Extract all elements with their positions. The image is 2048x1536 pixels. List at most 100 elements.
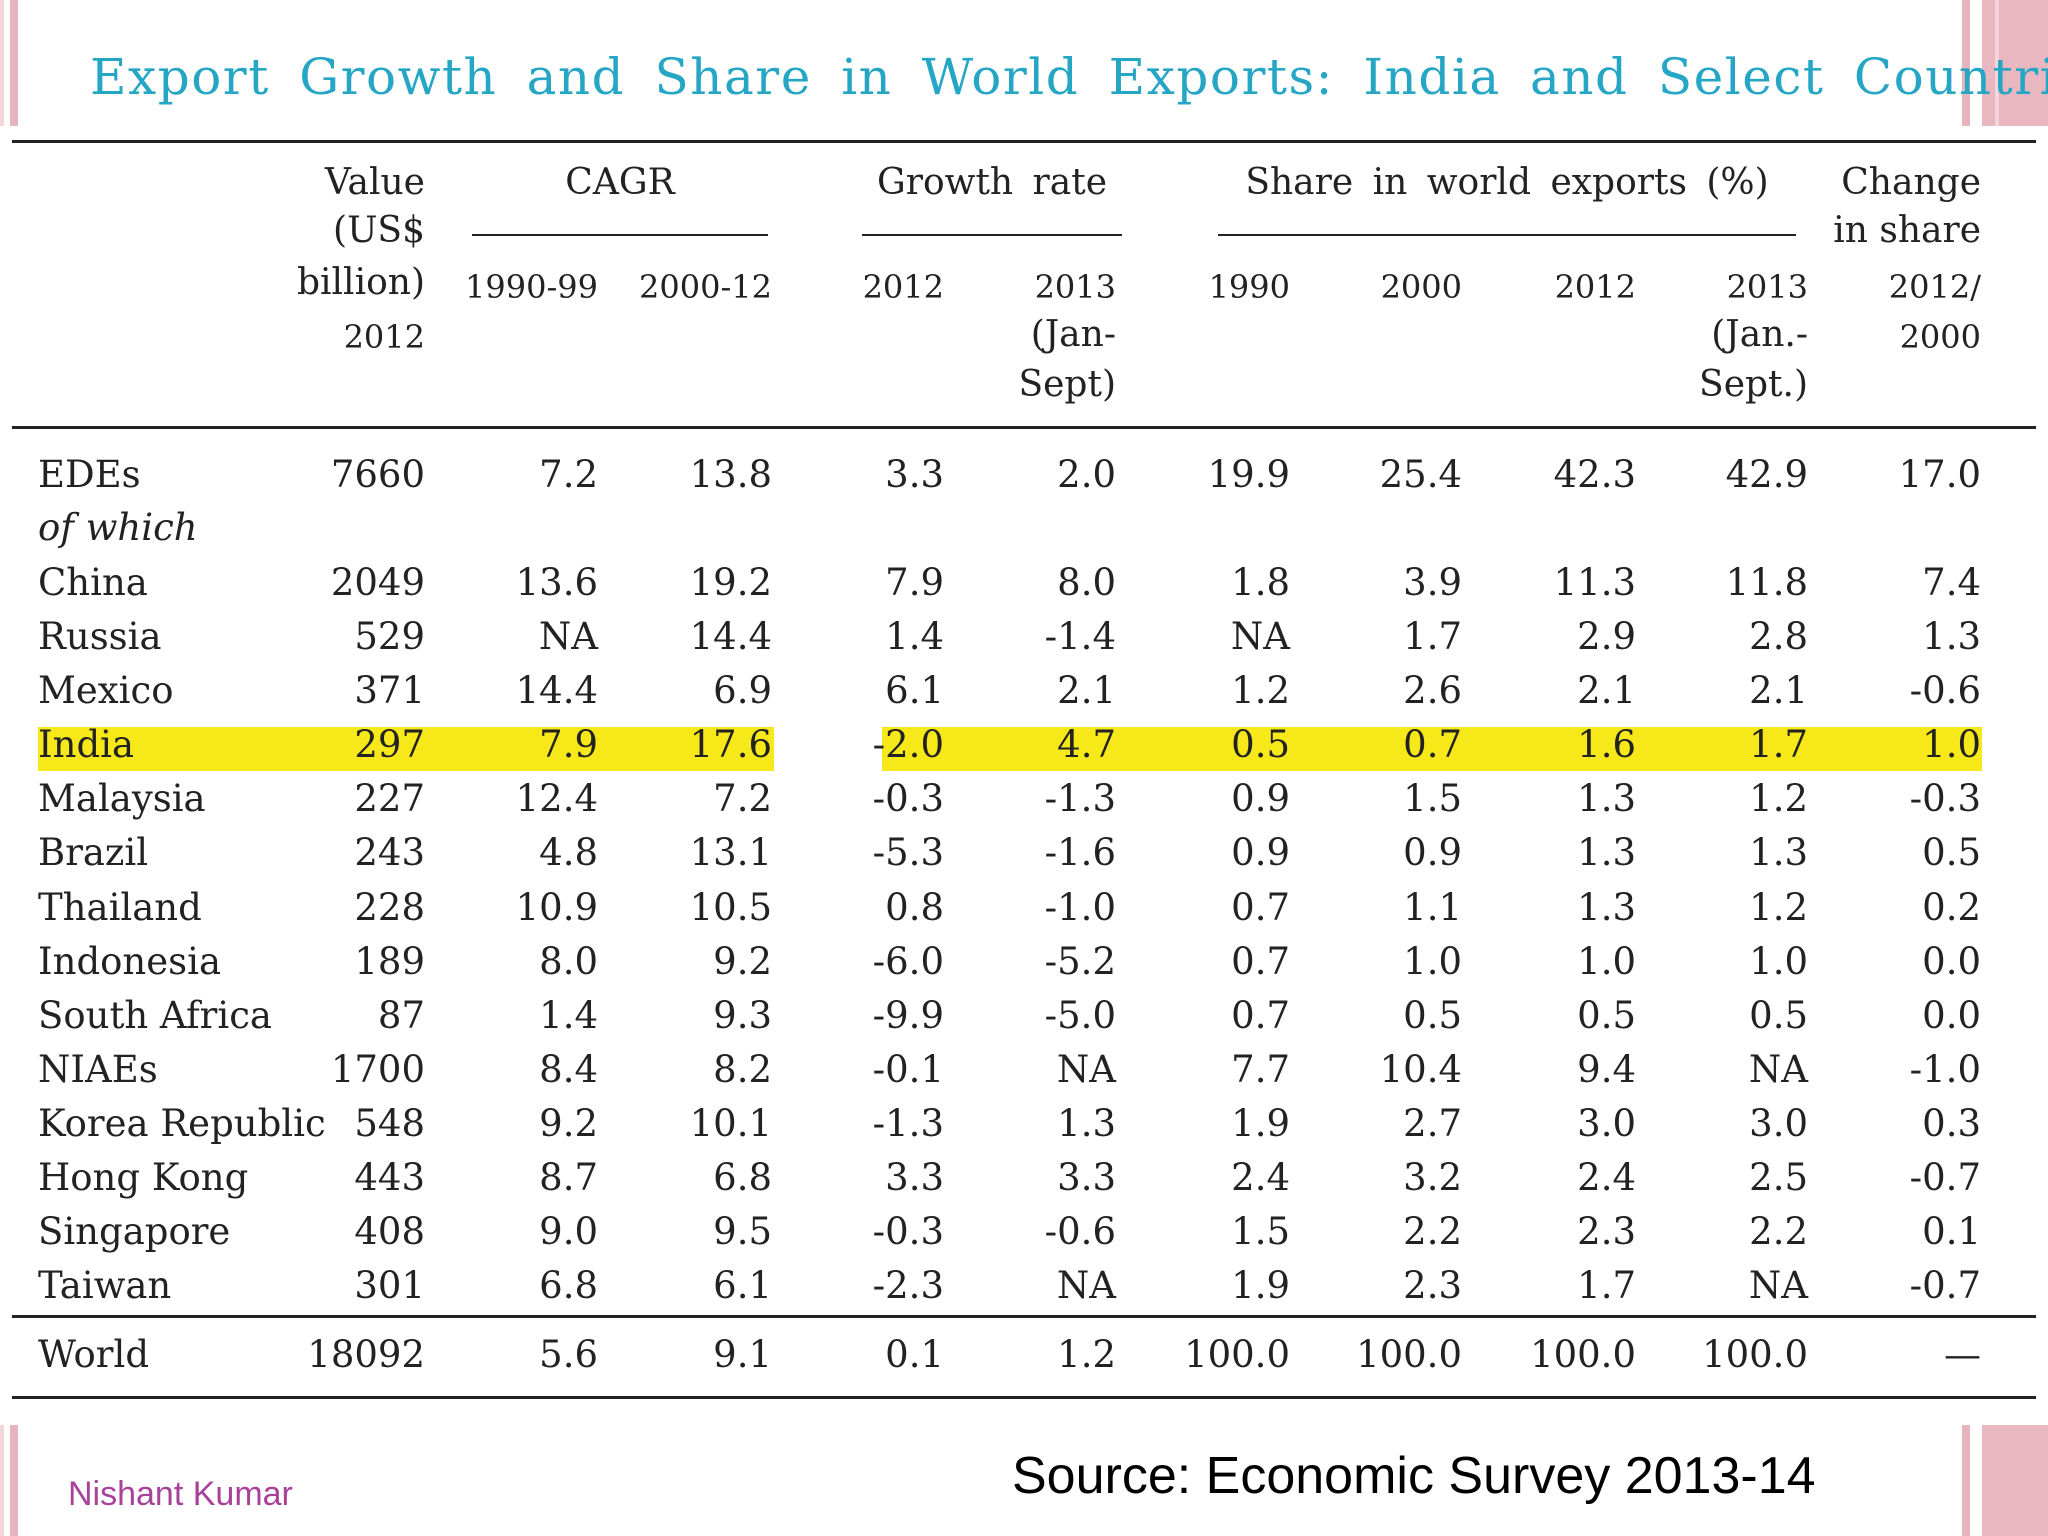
cell-growth-2013: -1.0	[1044, 886, 1116, 929]
growth-rule	[862, 234, 1122, 236]
row-label: Taiwan	[38, 1264, 172, 1307]
cell-share-2012: 1.7	[1577, 1264, 1636, 1307]
cell-growth-2012: 1.4	[885, 615, 944, 658]
header-share-1990: 1990	[1208, 268, 1290, 306]
row-label: Indonesia	[38, 940, 222, 983]
row-label: Brazil	[38, 831, 149, 874]
cell-cagr-1990-99: 1.4	[539, 994, 598, 1037]
share-rule	[1218, 234, 1796, 236]
cell-cagr-1990-99: 8.0	[539, 940, 598, 983]
cell-value-2012: 87	[377, 994, 425, 1037]
table-top-rule	[12, 140, 2036, 143]
cell-share-2013: NA	[1748, 1048, 1808, 1091]
cell-cagr-2000-12: 10.5	[689, 886, 772, 929]
cell-cagr-1990-99: 8.7	[539, 1156, 598, 1199]
cell-growth-2013: 2.1	[1057, 669, 1116, 712]
decorative-bar	[10, 1425, 18, 1536]
cell-share-2000: 0.5	[1403, 994, 1462, 1037]
cell-share-2000: 1.0	[1403, 940, 1462, 983]
cell-share-1990: NA	[1230, 615, 1290, 658]
header-share-2000: 2000	[1380, 268, 1462, 306]
cell-change-share: 0.3	[1922, 1102, 1981, 1145]
decorative-bar	[1982, 1425, 2048, 1536]
cell-value-2012: 7660	[330, 453, 425, 496]
cell-share-2000: 1.7	[1403, 615, 1462, 658]
cell-cagr-2000-12: 9.3	[713, 994, 772, 1037]
cell-share-1990: 1.9	[1231, 1102, 1290, 1145]
cell-cagr-1990-99: 14.4	[515, 669, 598, 712]
row-label: NIAEs	[38, 1048, 158, 1091]
cell-cagr-1990-99: 5.6	[539, 1333, 598, 1376]
row-label: South Africa	[38, 994, 272, 1037]
cell-growth-2013: -1.6	[1044, 831, 1116, 874]
highlight-band	[38, 727, 774, 771]
header-share-2012: 2012	[1554, 268, 1636, 306]
header-share-2013-line: Sept.)	[1699, 364, 1808, 405]
cell-value-2012: 371	[354, 669, 425, 712]
cell-change-share: -0.7	[1909, 1156, 1981, 1199]
header-cagr-1990: 1990-99	[465, 268, 598, 306]
cell-change-share: 17.0	[1898, 453, 1981, 496]
cell-cagr-2000-12: 7.2	[713, 777, 772, 820]
header-change-line: 2000	[1899, 318, 1981, 356]
cell-share-2000: 3.2	[1403, 1156, 1462, 1199]
cell-change-share: —	[1944, 1333, 1981, 1376]
cell-growth-2013: 8.0	[1057, 561, 1116, 604]
cell-growth-2012: 3.3	[885, 1156, 944, 1199]
cell-change-share: 0.5	[1922, 831, 1981, 874]
cell-growth-2013: 2.0	[1057, 453, 1116, 496]
cell-share-2000: 100.0	[1356, 1333, 1462, 1376]
cell-share-1990: 1.5	[1231, 1210, 1290, 1253]
cell-cagr-2000-12: 6.8	[713, 1156, 772, 1199]
cell-share-2012: 1.0	[1577, 940, 1636, 983]
cell-growth-2012: -9.9	[872, 994, 944, 1037]
header-value-line: (US$	[333, 210, 425, 251]
cell-share-2000: 1.1	[1403, 886, 1462, 929]
row-label: Malaysia	[38, 777, 206, 820]
cell-cagr-1990-99: 4.8	[539, 831, 598, 874]
cell-share-1990: 2.4	[1231, 1156, 1290, 1199]
cell-value-2012: 228	[354, 886, 425, 929]
cell-cagr-1990-99: NA	[538, 615, 598, 658]
header-share: Share in world exports (%)	[1245, 162, 1769, 203]
cell-value-2012: 301	[354, 1264, 425, 1307]
cell-share-2012: 1.6	[1577, 723, 1636, 766]
cell-share-2013: 2.5	[1749, 1156, 1808, 1199]
cell-growth-2013: -5.0	[1044, 994, 1116, 1037]
header-value-line: billion)	[296, 262, 425, 303]
cell-cagr-1990-99: 6.8	[539, 1264, 598, 1307]
cell-share-2012: 1.3	[1577, 777, 1636, 820]
cell-growth-2013: 4.7	[1057, 723, 1116, 766]
cell-share-1990: 1.9	[1231, 1264, 1290, 1307]
cell-share-2012: 1.3	[1577, 831, 1636, 874]
cell-cagr-2000-12: 10.1	[689, 1102, 772, 1145]
cell-cagr-2000-12: 6.9	[713, 669, 772, 712]
row-label: Korea Republic	[38, 1102, 326, 1145]
row-label: World	[38, 1333, 149, 1376]
cell-growth-2013: -5.2	[1044, 940, 1116, 983]
cell-value-2012: 408	[354, 1210, 425, 1253]
cell-share-2000: 2.2	[1403, 1210, 1462, 1253]
cell-growth-2012: 7.9	[885, 561, 944, 604]
cell-growth-2012: -2.3	[872, 1264, 944, 1307]
header-change-line: in share	[1833, 210, 1981, 251]
cell-change-share: 0.2	[1922, 886, 1981, 929]
cell-change-share: 1.3	[1922, 615, 1981, 658]
cell-share-2012: 2.4	[1577, 1156, 1636, 1199]
cell-share-2012: 11.3	[1553, 561, 1636, 604]
cell-change-share: -0.7	[1909, 1264, 1981, 1307]
cell-growth-2013: 3.3	[1057, 1156, 1116, 1199]
cell-share-2000: 0.9	[1403, 831, 1462, 874]
cell-cagr-2000-12: 9.5	[713, 1210, 772, 1253]
row-label: Mexico	[38, 669, 174, 712]
decorative-bar	[1962, 0, 1970, 126]
cell-cagr-1990-99: 9.2	[539, 1102, 598, 1145]
cell-value-2012: 548	[354, 1102, 425, 1145]
cell-growth-2013: -1.3	[1044, 777, 1116, 820]
cell-share-2012: 42.3	[1553, 453, 1636, 496]
page-title: Export Growth and Share in World Exports…	[90, 48, 2048, 106]
cell-share-1990: 0.9	[1231, 831, 1290, 874]
cell-share-2013: 2.2	[1749, 1210, 1808, 1253]
decorative-bar	[1982, 0, 2048, 126]
cell-share-2013: 42.9	[1725, 453, 1808, 496]
